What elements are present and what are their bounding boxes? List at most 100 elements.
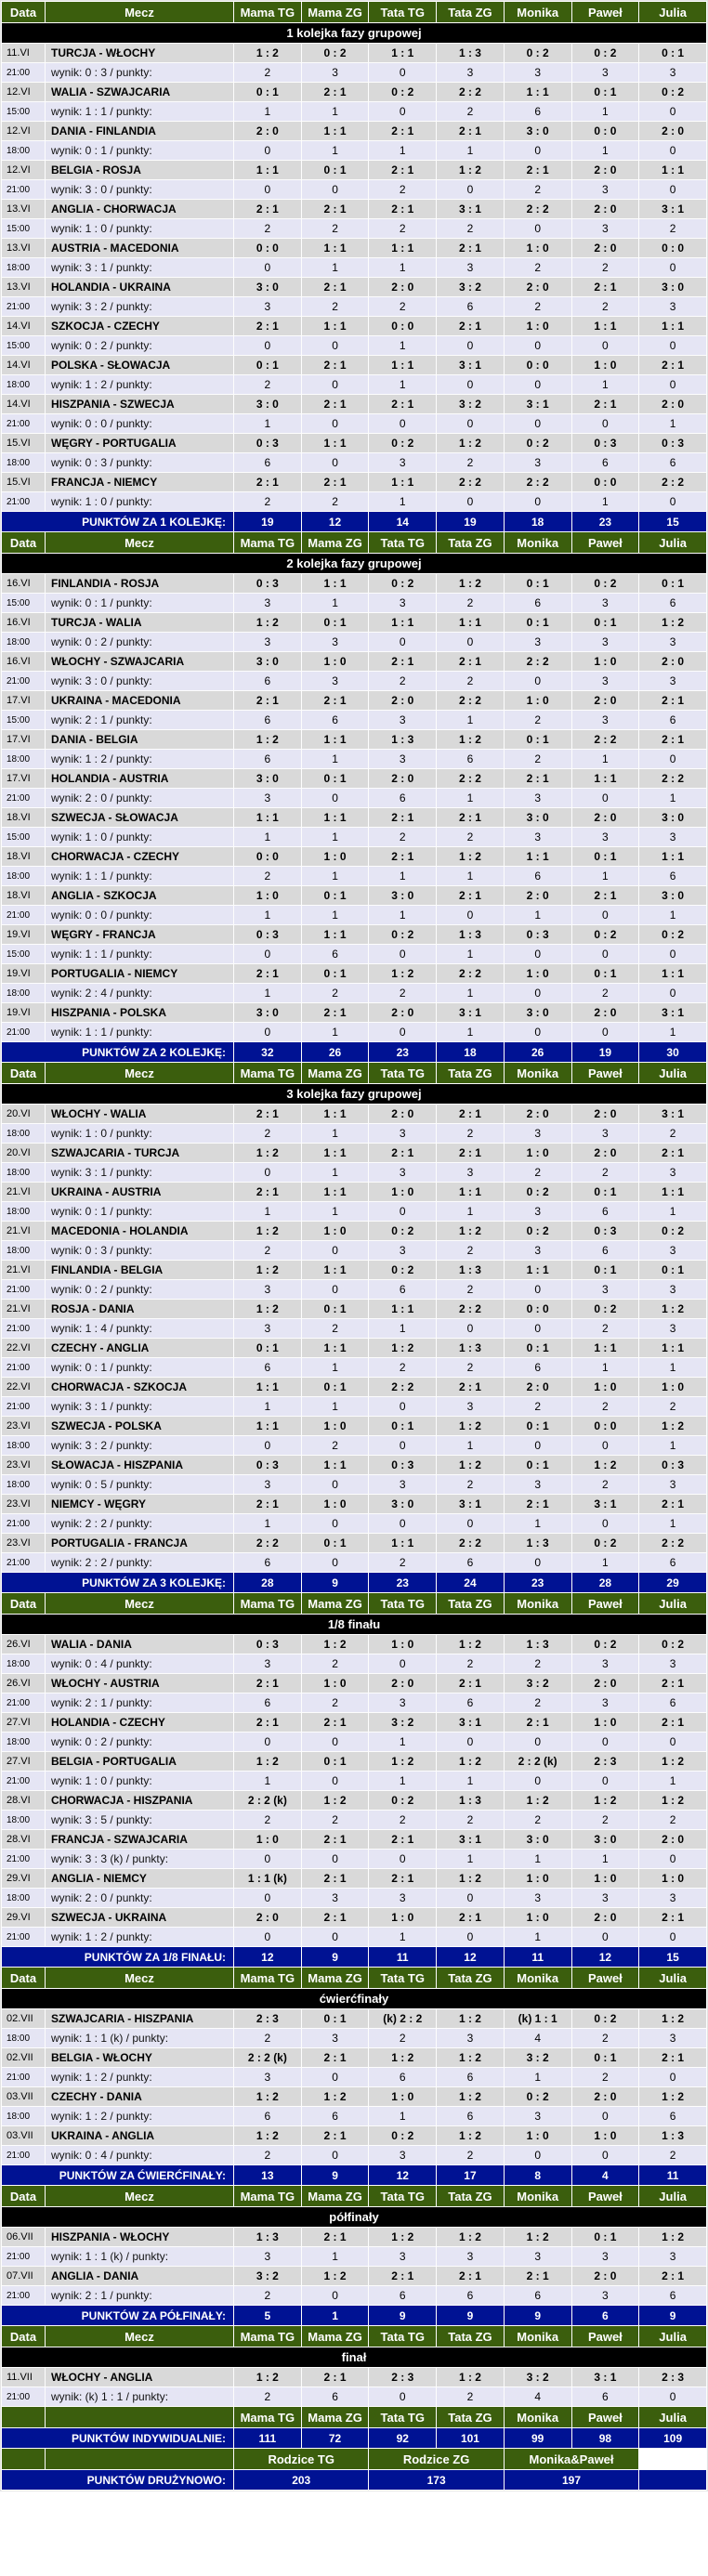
result-row: 18:00 wynik: 0 : 1 / punkty: 0 1 1 1 0 1 0 bbox=[2, 141, 706, 160]
points-cell: 2 bbox=[437, 1358, 504, 1377]
match-date: 23.VI bbox=[2, 1495, 45, 1513]
individual-points-row: PUNKTÓW INDYWIDUALNIE: 111 72 92 101 99 98 109 bbox=[2, 2428, 706, 2448]
prediction-cell: 2 : 1 bbox=[301, 83, 369, 101]
prediction-cell: 2 : 2 bbox=[234, 1534, 301, 1552]
prediction-cell: 2 : 0 bbox=[639, 395, 706, 413]
result-label: wynik: 3 : 3 (k) / punkty: bbox=[46, 1850, 233, 1868]
prediction-cell: 0 : 1 bbox=[301, 613, 369, 632]
points-cell: 1 bbox=[504, 1928, 571, 1946]
points-cell: 0 bbox=[571, 906, 639, 924]
points-cell: 2 bbox=[504, 1397, 571, 1416]
points-cell: 0 bbox=[437, 492, 504, 511]
prediction-cell: 2 : 0 bbox=[571, 161, 639, 179]
result-row: 21:00 wynik: 2 : 2 / punkty: 6 0 2 6 0 1 6 bbox=[2, 1553, 706, 1572]
prediction-cell: 0 : 2 bbox=[571, 1534, 639, 1552]
points-cell: 3 bbox=[234, 2068, 301, 2086]
points-cell: 3 bbox=[437, 1397, 504, 1416]
points-cell: 6 bbox=[639, 1553, 706, 1572]
points-cell: 3 bbox=[571, 711, 639, 729]
match-date: 17.VI bbox=[2, 730, 45, 749]
prediction-cell: 0 : 2 bbox=[571, 2009, 639, 2028]
match-date: 21.VI bbox=[2, 1183, 45, 1201]
prediction-cell: 0 : 2 bbox=[369, 1261, 437, 1279]
result-row: 21:00 wynik: 3 : 0 / punkty: 6 3 2 2 0 3 3 bbox=[2, 672, 706, 690]
points-cell: 0 bbox=[571, 1514, 639, 1533]
prediction-cell: 3 : 0 bbox=[234, 395, 301, 413]
match-date: 29.VI bbox=[2, 1869, 45, 1888]
round-summary-value: 24 bbox=[437, 1573, 504, 1592]
points-cell: 2 bbox=[437, 1124, 504, 1143]
points-cell: 6 bbox=[234, 1358, 301, 1377]
points-cell: 2 bbox=[234, 375, 301, 394]
team-name-cell: Rodzice TG bbox=[234, 2449, 369, 2469]
result-label: wynik: 1 : 2 / punkty: bbox=[46, 750, 233, 768]
prediction-cell: 1 : 1 bbox=[369, 1534, 437, 1552]
match-time: 21:00 bbox=[2, 180, 45, 199]
prediction-cell: 2 : 0 bbox=[234, 122, 301, 140]
prediction-cell: 1 : 1 bbox=[369, 44, 437, 62]
round-summary-value: 12 bbox=[369, 2165, 437, 2185]
prediction-cell: 3 : 1 bbox=[437, 356, 504, 374]
prediction-cell: 1 : 2 bbox=[639, 1417, 706, 1435]
section-title: ćwierćfinały bbox=[2, 1989, 706, 2008]
prediction-cell: 1 : 3 bbox=[437, 1261, 504, 1279]
match-time: 18:00 bbox=[2, 258, 45, 277]
result-row: 21:00 wynik: 1 : 0 / punkty: 1 0 1 1 0 0 1 bbox=[2, 1772, 706, 1790]
points-cell: 0 bbox=[571, 945, 639, 963]
match-name: TURCJA - WŁOCHY bbox=[46, 44, 233, 62]
result-row: 18:00 wynik: 0 : 3 / punkty: 2 0 3 2 3 6 3 bbox=[2, 1241, 706, 1260]
result-row: 21:00 wynik: 1 : 1 (k) / punkty: 3 1 3 3 3 3 3 bbox=[2, 2247, 706, 2266]
prediction-cell: 2 : 2 bbox=[437, 691, 504, 710]
result-label: wynik: 1 : 1 / punkty: bbox=[46, 1023, 233, 1041]
prediction-cell: 2 : 1 bbox=[639, 2267, 706, 2285]
round-summary-value: 23 bbox=[369, 1042, 437, 1062]
prediction-cell: 3 : 0 bbox=[639, 278, 706, 296]
round-summary-value: 15 bbox=[639, 512, 706, 531]
prediction-cell: 1 : 1 bbox=[504, 1261, 571, 1279]
points-cell: 2 bbox=[437, 828, 504, 846]
match-name: SZKOCJA - CZECHY bbox=[46, 317, 233, 335]
result-label: wynik: 2 : 0 / punkty: bbox=[46, 1889, 233, 1907]
prediction-cell: 1 : 0 bbox=[504, 691, 571, 710]
points-cell: 0 bbox=[234, 1436, 301, 1455]
match-date: 18.VI bbox=[2, 808, 45, 827]
result-label: wynik: 1 : 1 (k) / punkty: bbox=[46, 2029, 233, 2047]
result-label: wynik: 0 : 4 / punkty: bbox=[46, 1654, 233, 1673]
match-time: 21:00 bbox=[2, 1280, 45, 1299]
team-points-value: 173 bbox=[369, 2470, 504, 2490]
points-cell: 3 bbox=[369, 453, 437, 472]
prediction-cell: 1 : 1 bbox=[369, 613, 437, 632]
points-cell: 0 bbox=[639, 2068, 706, 2086]
points-cell: 1 bbox=[234, 1397, 301, 1416]
prediction-cell: 0 : 1 bbox=[504, 1456, 571, 1474]
match-time: 18:00 bbox=[2, 1163, 45, 1182]
prediction-cell: 1 : 2 bbox=[301, 1791, 369, 1810]
match-name: FRANCJA - NIEMCY bbox=[46, 473, 233, 491]
result-label: wynik: 2 : 2 / punkty: bbox=[46, 1553, 233, 1572]
match-name: DANIA - FINLANDIA bbox=[46, 122, 233, 140]
round-summary-row: PUNKTÓW ZA 1/8 FINAŁU: 12 9 11 12 11 12 15 bbox=[2, 1947, 706, 1967]
result-row: 15:00 wynik: 1 : 1 / punkty: 0 6 0 1 0 0 0 bbox=[2, 945, 706, 963]
match-date: 22.VI bbox=[2, 1378, 45, 1396]
prediction-cell: 0 : 1 bbox=[571, 83, 639, 101]
points-cell: 3 bbox=[504, 2247, 571, 2266]
prediction-cell: 0 : 2 bbox=[639, 1635, 706, 1654]
points-cell: 2 bbox=[437, 453, 504, 472]
prediction-cell: 3 : 1 bbox=[437, 200, 504, 218]
points-cell: 2 bbox=[437, 219, 504, 238]
column-header-6: Monika bbox=[504, 1063, 571, 1083]
points-cell: 6 bbox=[369, 2286, 437, 2305]
points-cell: 1 bbox=[639, 1023, 706, 1041]
prediction-cell: 0 : 0 bbox=[571, 1417, 639, 1435]
prediction-cell: 2 : 1 bbox=[234, 964, 301, 983]
points-cell: 6 bbox=[639, 594, 706, 612]
footer-name-cell: Paweł bbox=[571, 2407, 639, 2427]
prediction-cell: 0 : 0 bbox=[234, 847, 301, 866]
prediction-cell: 1 : 1 bbox=[504, 847, 571, 866]
result-label: wynik: 1 : 0 / punkty: bbox=[46, 1772, 233, 1790]
